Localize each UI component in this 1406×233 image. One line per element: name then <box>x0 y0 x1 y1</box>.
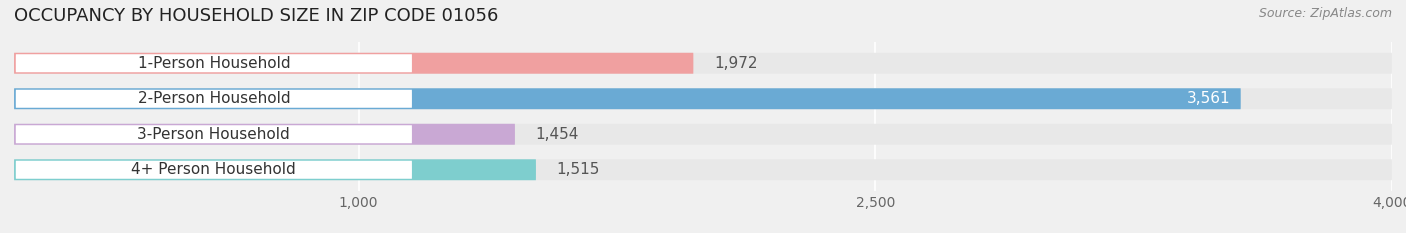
Text: 2-Person Household: 2-Person Household <box>138 91 290 106</box>
Text: OCCUPANCY BY HOUSEHOLD SIZE IN ZIP CODE 01056: OCCUPANCY BY HOUSEHOLD SIZE IN ZIP CODE … <box>14 7 499 25</box>
Text: 3-Person Household: 3-Person Household <box>138 127 290 142</box>
FancyBboxPatch shape <box>15 54 412 72</box>
FancyBboxPatch shape <box>15 125 412 143</box>
Text: 3,561: 3,561 <box>1187 91 1230 106</box>
FancyBboxPatch shape <box>15 161 412 179</box>
Text: 4+ Person Household: 4+ Person Household <box>132 162 297 177</box>
FancyBboxPatch shape <box>14 159 1392 180</box>
FancyBboxPatch shape <box>15 90 412 108</box>
FancyBboxPatch shape <box>14 53 1392 74</box>
Text: 1-Person Household: 1-Person Household <box>138 56 290 71</box>
Text: 1,972: 1,972 <box>714 56 758 71</box>
Text: Source: ZipAtlas.com: Source: ZipAtlas.com <box>1258 7 1392 20</box>
FancyBboxPatch shape <box>14 159 536 180</box>
Text: 1,454: 1,454 <box>536 127 579 142</box>
Text: 1,515: 1,515 <box>557 162 600 177</box>
FancyBboxPatch shape <box>14 124 1392 145</box>
FancyBboxPatch shape <box>14 88 1240 109</box>
FancyBboxPatch shape <box>14 124 515 145</box>
FancyBboxPatch shape <box>14 53 693 74</box>
FancyBboxPatch shape <box>14 88 1392 109</box>
